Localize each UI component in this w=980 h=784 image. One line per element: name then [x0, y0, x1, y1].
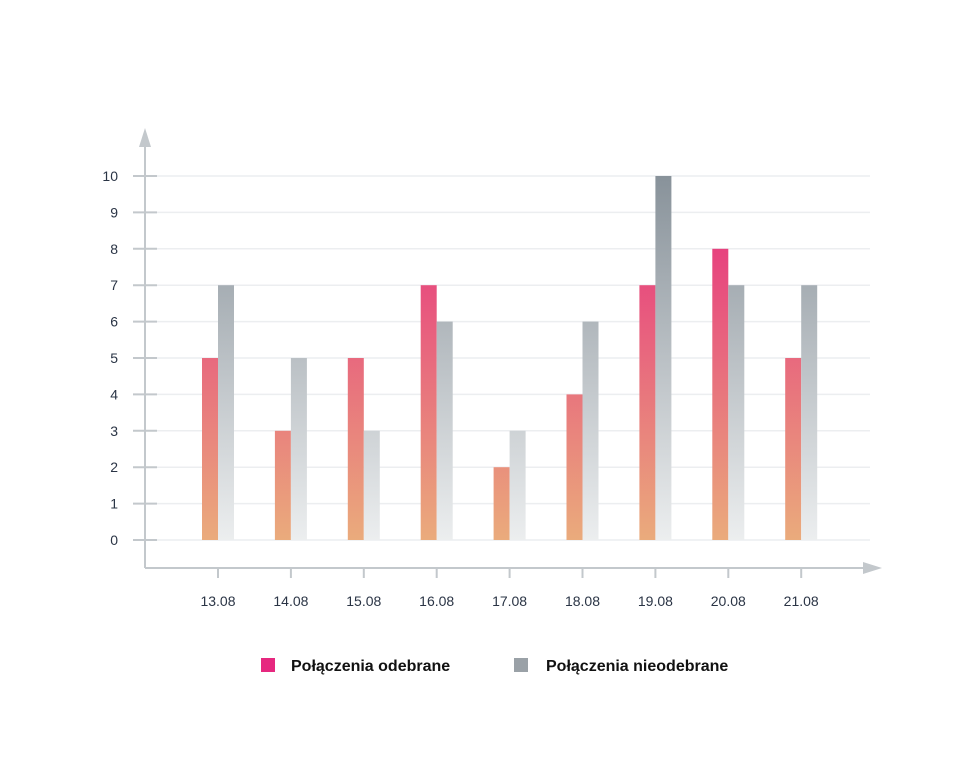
- legend-swatch-missed: [514, 658, 528, 672]
- bar-received: [202, 358, 218, 540]
- bar-missed: [436, 321, 453, 540]
- x-tick-label: 17.08: [492, 593, 527, 609]
- x-tick-label: 16.08: [419, 593, 454, 609]
- legend: Połączenia odebrane Połączenia nieodebra…: [261, 658, 728, 675]
- y-tick-label: 9: [110, 204, 118, 220]
- x-axis-arrow: [863, 562, 882, 574]
- y-tick-label: 0: [110, 532, 118, 548]
- legend-swatch-received: [261, 658, 275, 672]
- bar-received: [639, 285, 656, 540]
- bar-received: [712, 248, 729, 541]
- bar-missed: [582, 321, 599, 540]
- bar-missed: [728, 285, 745, 540]
- x-tick-label: 18.08: [565, 593, 600, 609]
- y-tick-label: 5: [110, 350, 118, 366]
- y-tick-label: 1: [110, 496, 118, 512]
- legend-label-missed: Połączenia nieodebrane: [546, 658, 728, 675]
- x-tick-label: 20.08: [711, 593, 746, 609]
- x-tick-label: 21.08: [784, 593, 819, 609]
- y-tick-label: 4: [110, 386, 118, 402]
- bar-received: [566, 394, 583, 540]
- x-tick-label: 19.08: [638, 593, 673, 609]
- y-tick-label: 7: [110, 277, 118, 293]
- legend-label-received: Połączenia odebrane: [291, 658, 450, 675]
- y-tick-label: 10: [102, 168, 118, 184]
- x-tick-label: 14.08: [273, 593, 308, 609]
- bar-missed: [509, 430, 526, 540]
- bar-missed: [655, 176, 672, 540]
- bar-missed: [290, 358, 307, 540]
- y-tick-label: 6: [110, 314, 118, 330]
- y-tick-label: 2: [110, 459, 118, 475]
- bar-received: [274, 430, 291, 540]
- y-axis-arrow: [139, 128, 151, 147]
- bar-missed: [363, 430, 380, 540]
- x-tick-label: 13.08: [200, 593, 235, 609]
- bar-received: [347, 358, 364, 540]
- y-tick-label: 3: [110, 423, 118, 439]
- x-tick-label: 15.08: [346, 593, 381, 609]
- y-tick-label: 8: [110, 241, 118, 257]
- bar-missed: [801, 285, 818, 540]
- bar-missed: [218, 285, 234, 540]
- bar-received: [493, 467, 510, 540]
- bar-received: [785, 358, 802, 540]
- bar-received: [420, 285, 437, 540]
